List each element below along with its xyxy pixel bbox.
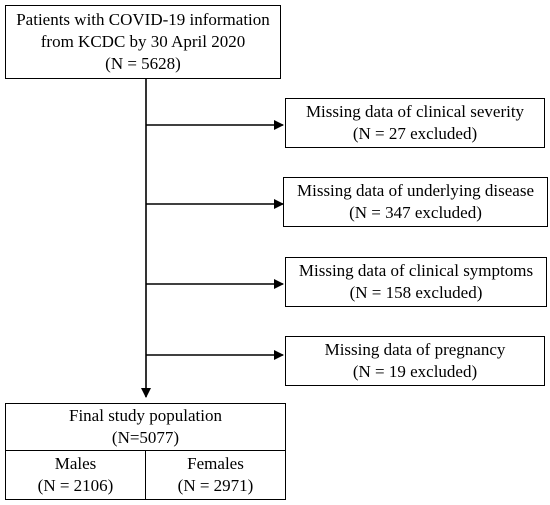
exclusion-title: Missing data of underlying disease <box>296 181 534 200</box>
source-line-2: from KCDC by 30 April 2020 <box>40 32 246 51</box>
final-population-header: Final study population (N=5077) <box>6 404 285 451</box>
females-count: (N = 2971) <box>177 476 254 495</box>
final-population-title: Final study population <box>69 406 222 425</box>
exclusion-box-clinical-severity: Missing data of clinical severity (N = 2… <box>285 98 545 148</box>
exclusion-title: Missing data of clinical severity <box>305 102 525 121</box>
males-label: Males <box>54 454 97 473</box>
final-population-count: (N=5077) <box>111 428 180 447</box>
sex-breakdown-row: Males (N = 2106) Females (N = 2971) <box>6 451 285 499</box>
exclusion-title: Missing data of clinical symptoms <box>298 261 534 280</box>
exclusion-count: (N = 27 excluded) <box>352 124 478 143</box>
males-count: (N = 2106) <box>37 476 114 495</box>
males-cell: Males (N = 2106) <box>6 451 146 499</box>
exclusion-count: (N = 347 excluded) <box>349 203 482 222</box>
exclusion-box-pregnancy: Missing data of pregnancy (N = 19 exclud… <box>285 336 545 386</box>
source-count: (N = 5628) <box>105 54 181 73</box>
females-cell: Females (N = 2971) <box>146 451 285 499</box>
source-population-box: Patients with COVID-19 information from … <box>5 5 281 79</box>
exclusion-box-underlying-disease: Missing data of underlying disease (N = … <box>283 177 548 227</box>
females-label: Females <box>187 454 244 473</box>
exclusion-title: Missing data of pregnancy <box>324 340 506 359</box>
source-line-1: Patients with COVID-19 information <box>16 10 270 29</box>
exclusion-count: (N = 158 excluded) <box>349 283 483 302</box>
exclusion-count: (N = 19 excluded) <box>352 362 478 381</box>
exclusion-box-clinical-symptoms: Missing data of clinical symptoms (N = 1… <box>285 257 547 307</box>
final-population-box: Final study population (N=5077) Males (N… <box>5 403 286 500</box>
